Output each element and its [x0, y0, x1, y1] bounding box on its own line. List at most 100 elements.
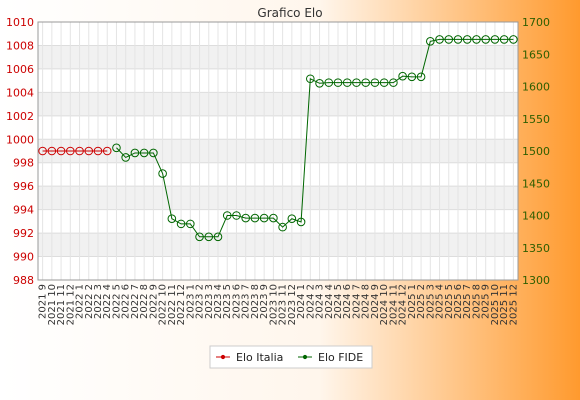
x-tick-label: 2022 1	[75, 284, 86, 319]
x-tick-label: 2022 11	[167, 284, 178, 325]
x-tick-label: 2023 7	[241, 284, 252, 319]
x-tick-label: 2025 8	[471, 284, 482, 319]
x-tick-label: 2025 3	[425, 284, 436, 319]
x-tick-label: 2025 4	[435, 284, 446, 319]
x-tick-label: 2022 5	[111, 284, 122, 319]
data-point	[269, 213, 278, 223]
data-point	[241, 213, 250, 223]
data-point	[499, 35, 509, 44]
plot-band	[38, 22, 518, 46]
right-axis: 1300 1350 1400 1450 1500 1550 1600 1650 1700	[522, 16, 550, 287]
data-point	[426, 37, 435, 46]
data-point	[342, 78, 352, 87]
legend-label: Elo FIDE	[318, 351, 363, 364]
legend-item: Elo Italia	[216, 351, 283, 364]
plot-band	[38, 68, 518, 93]
left-tick-label: 1010	[6, 16, 34, 29]
x-tick-label: 2023 11	[278, 284, 289, 325]
left-tick-label: 998	[13, 157, 34, 170]
x-tick-label: 2022 10	[158, 284, 169, 325]
x-tick-label: 2022 2	[84, 284, 95, 319]
x-tick-label: 2021 11	[56, 284, 67, 325]
x-tick-label: 2021 10	[47, 284, 58, 325]
left-tick-label: 988	[13, 274, 34, 287]
data-point	[287, 214, 297, 224]
x-tick-label: 2022 4	[102, 284, 113, 319]
data-point	[509, 35, 518, 44]
data-point	[93, 146, 103, 156]
x-tick-label: 2023 8	[250, 284, 261, 319]
data-point	[121, 153, 130, 162]
data-point	[232, 211, 241, 220]
x-tick-label: 2022 8	[139, 284, 150, 319]
x-tick-label: 2024 2	[305, 284, 316, 319]
x-tick-label: 2023 1	[185, 284, 196, 319]
plot-band	[38, 209, 518, 234]
right-tick-label: 1500	[522, 145, 550, 158]
x-tick-label: 2021 9	[38, 284, 49, 319]
x-tick-label: 2023 6	[231, 284, 242, 319]
right-tick-label: 1400	[522, 210, 550, 223]
legend-label: Elo Italia	[236, 351, 283, 364]
x-tick-label: 2024 10	[379, 284, 390, 325]
x-tick-label: 2024 7	[351, 284, 362, 319]
x-tick-label: 2025 1	[407, 284, 418, 319]
x-tick-label: 2021 12	[65, 284, 76, 325]
data-point	[379, 78, 389, 87]
data-point	[481, 35, 490, 44]
x-tick-label: 2023 10	[268, 284, 279, 325]
plot-bands	[38, 22, 518, 280]
right-tick-label: 1350	[522, 242, 550, 255]
plot-band	[38, 139, 518, 163]
x-tick-label: 2025 12	[508, 284, 519, 325]
x-tick-label: 2025 11	[499, 284, 510, 325]
data-point	[167, 214, 177, 224]
x-tick-label: 2025 7	[462, 284, 473, 319]
right-tick-label: 1650	[522, 48, 550, 61]
left-tick-label: 992	[13, 227, 34, 240]
x-tick-label: 2025 5	[444, 284, 455, 319]
data-point	[278, 222, 287, 232]
data-point	[38, 146, 47, 156]
series-line	[116, 38, 514, 238]
series-elo-fide	[112, 35, 518, 242]
legend-swatch-marker	[220, 354, 226, 360]
x-tick-label: 2025 9	[481, 284, 492, 319]
data-point	[462, 35, 472, 44]
data-point	[472, 35, 481, 44]
plot-frame	[37, 21, 519, 281]
x-tick-label: 2024 4	[324, 284, 335, 319]
left-tick-label: 1004	[6, 86, 34, 99]
data-point	[112, 143, 121, 153]
left-tick-label: 996	[13, 180, 34, 193]
data-point	[370, 78, 380, 87]
x-tick-label: 2023 9	[259, 284, 270, 319]
data-point	[333, 78, 343, 87]
data-point	[315, 78, 324, 88]
left-tick-label: 994	[13, 204, 34, 217]
x-tick-label: 2022 7	[130, 284, 141, 319]
x-tick-label: 2024 6	[342, 284, 353, 319]
legend-box	[209, 345, 373, 369]
x-tick-label: 2023 3	[204, 284, 215, 319]
data-point	[306, 74, 315, 84]
x-tick-label: 2025 2	[416, 284, 427, 319]
data-point	[139, 148, 149, 158]
plot-band	[38, 115, 518, 140]
x-tick-label: 2025 10	[490, 284, 501, 325]
legend: Elo Italia Elo FIDE	[209, 345, 373, 369]
data-point	[435, 35, 444, 44]
x-tick-label: 2022 12	[176, 284, 187, 325]
left-tick-label: 1000	[6, 133, 34, 146]
data-point	[259, 213, 269, 223]
plot-band	[38, 45, 518, 69]
plot-band	[38, 92, 518, 116]
chart-title: Grafico Elo	[257, 6, 322, 20]
legend-swatch-marker	[302, 354, 308, 360]
right-tick-label: 1700	[522, 16, 550, 29]
data-point	[195, 232, 204, 242]
right-tick-label: 1300	[522, 274, 550, 287]
legend-item: Elo FIDE	[298, 351, 363, 364]
